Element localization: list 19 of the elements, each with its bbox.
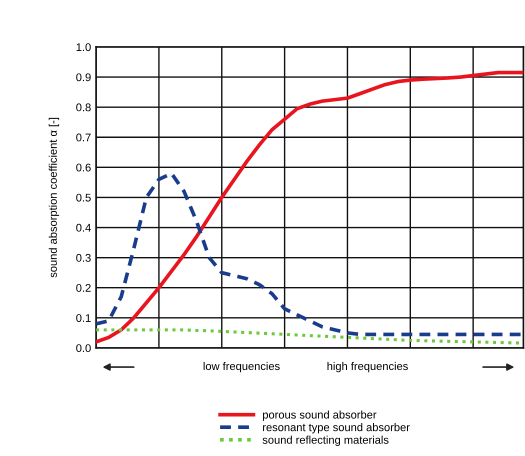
legend-label: porous sound absorber — [263, 410, 376, 421]
y-tick-label: 0.5 — [76, 194, 91, 202]
y-tick-label: 0.4 — [76, 224, 91, 232]
y-tick-label: 0.1 — [76, 314, 91, 322]
y-tick-label: 0.9 — [76, 73, 91, 82]
line-series — [96, 70, 524, 344]
y-tick-label: 1.0 — [76, 43, 91, 52]
y-tick-label: 0.3 — [76, 254, 91, 262]
y-tick-label: 0.2 — [76, 284, 91, 292]
y-tick-label: 0.6 — [76, 164, 91, 172]
y-tick-label: 0.0 — [76, 344, 91, 352]
y-axis-title: sound absorption coefficient α [-] — [48, 118, 60, 278]
text: high frequencies — [328, 362, 408, 372]
y-tick-label: 0.8 — [76, 103, 91, 112]
line-series — [96, 172, 524, 336]
legend-label: sound reflecting materials — [262, 436, 389, 446]
legend-label: resonant type sound absorber — [263, 423, 410, 434]
y-tick-label: 0.7 — [76, 134, 91, 142]
text: low frequencies — [204, 362, 280, 372]
